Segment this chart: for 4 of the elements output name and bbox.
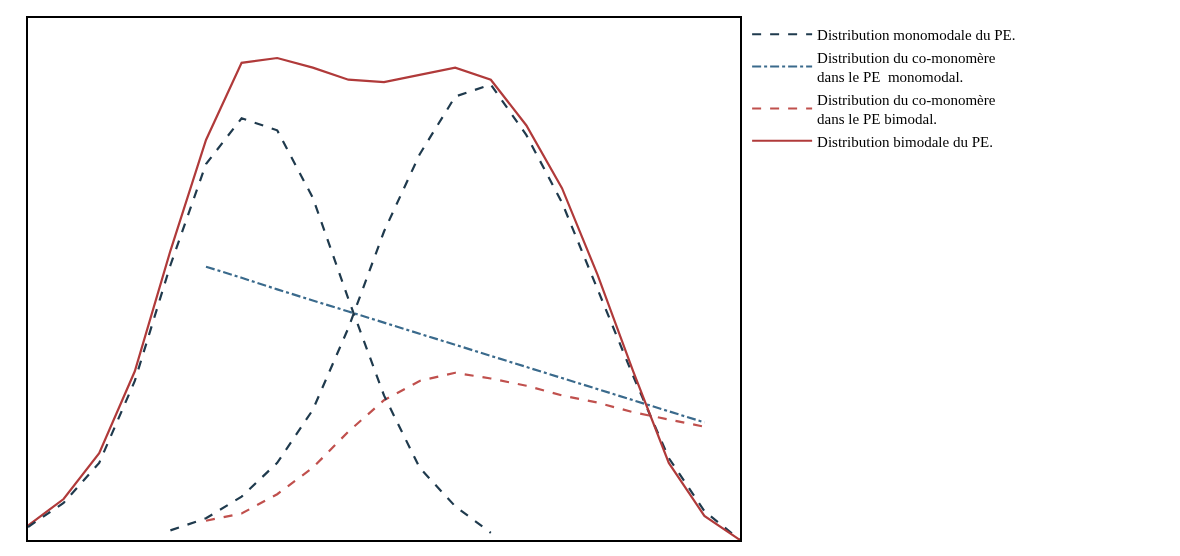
legend-label: Distribution du co-monomère dans le PE bimodal.	[817, 91, 1000, 128]
legend-label: Distribution bimodale du PE.	[817, 133, 993, 150]
legend-label: Distribution monomodale du PE.	[817, 27, 1016, 44]
legend-label: Distribution du co-monomère dans le PE monomodal.	[817, 49, 996, 86]
